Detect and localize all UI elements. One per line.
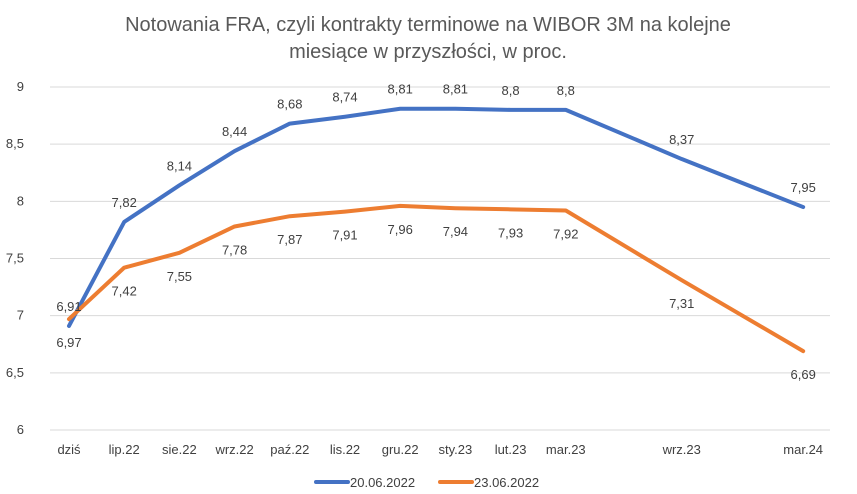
data-label: 7,82 [112, 195, 137, 210]
data-label: 8,81 [443, 82, 468, 97]
x-tick-label: lip.22 [109, 442, 140, 457]
x-tick-label: lut.23 [495, 442, 527, 457]
legend-label: 23.06.2022 [474, 475, 539, 490]
x-tick-label: sty.23 [439, 442, 473, 457]
y-tick-label: 8,5 [6, 136, 24, 151]
data-label: 7,94 [443, 224, 468, 239]
y-axis-ticks: 6 6,5 7 7,5 8 8,5 9 [6, 79, 24, 437]
x-axis-ticks: dziś lip.22 sie.22 wrz.22 paź.22 lis.22 gru.22… [57, 442, 823, 457]
data-label: 8,8 [502, 83, 520, 98]
data-label: 7,42 [112, 284, 137, 299]
data-label: 8,14 [167, 158, 192, 173]
x-tick-label: wrz.22 [214, 442, 253, 457]
y-tick-label: 9 [17, 79, 24, 94]
data-label: 8,81 [388, 82, 413, 97]
x-tick-label: dziś [57, 442, 81, 457]
data-label: 8,37 [669, 132, 694, 147]
data-label: 6,69 [791, 367, 816, 382]
y-tick-label: 7,5 [6, 251, 24, 266]
data-label: 7,92 [553, 226, 578, 241]
y-tick-label: 7 [17, 308, 24, 323]
legend: 20.06.2022 23.06.2022 [314, 475, 539, 490]
x-tick-label: mar.24 [783, 442, 823, 457]
x-tick-label: gru.22 [382, 442, 419, 457]
chart-title-line-2: miesiące w przyszłości, w proc. [289, 41, 567, 63]
x-tick-label: wrz.23 [662, 442, 701, 457]
data-label: 7,87 [277, 232, 302, 247]
data-label: 8,8 [557, 83, 575, 98]
series-line-1 [67, 106, 806, 328]
data-label: 8,74 [332, 90, 357, 105]
data-label: 8,44 [222, 124, 247, 139]
y-tick-label: 6,5 [6, 365, 24, 380]
data-label: 7,31 [669, 296, 694, 311]
series-lines [67, 106, 806, 354]
data-label: 7,93 [498, 225, 523, 240]
data-label: 7,95 [791, 180, 816, 195]
chart-title-line-1: Notowania FRA, czyli kontrakty terminowe… [125, 14, 731, 36]
data-label: 7,96 [388, 222, 413, 237]
series-line-2 [67, 203, 806, 354]
data-label: 7,91 [332, 228, 357, 243]
data-label: 7,55 [167, 269, 192, 284]
data-labels: 6,91 7,82 8,14 8,44 8,68 8,74 8,81 8,81 8,8 8,8 8,… [56, 82, 815, 382]
x-tick-label: lis.22 [330, 442, 360, 457]
y-tick-label: 6 [17, 422, 24, 437]
data-label: 6,97 [56, 335, 81, 350]
data-label: 7,78 [222, 242, 247, 257]
x-tick-label: sie.22 [162, 442, 197, 457]
gridlines [50, 86, 830, 431]
data-label: 8,68 [277, 97, 302, 112]
data-label: 6,91 [56, 299, 81, 314]
x-tick-label: mar.23 [546, 442, 586, 457]
legend-label: 20.06.2022 [350, 475, 415, 490]
x-tick-label: paź.22 [270, 442, 309, 457]
y-tick-label: 8 [17, 193, 24, 208]
